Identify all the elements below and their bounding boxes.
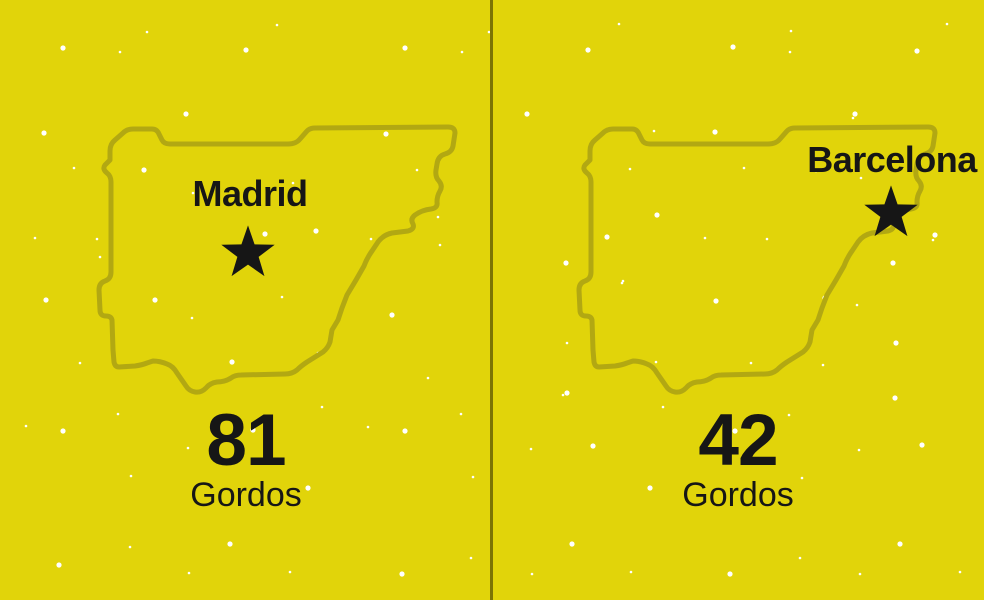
gordos-unit-label: Gordos [190,476,302,514]
spain-map-barcelona: Barcelona [575,120,977,395]
panel-divider [490,0,493,600]
spain-map-madrid: Madrid [95,120,463,395]
city-label: Madrid [192,173,308,214]
gordos-unit-label: Gordos [682,476,794,514]
panel-madrid: Madrid 81 Gordos [95,120,463,514]
gordos-count: 81 [206,400,286,481]
spain-map-outline [576,124,938,395]
panel-barcelona: Barcelona 42 Gordos [492,0,984,600]
city-star-icon [221,225,275,277]
spain-map-outline [96,124,458,395]
city-label: Barcelona [807,139,977,180]
city-star-icon [864,185,918,237]
gordos-count: 42 [698,400,778,481]
